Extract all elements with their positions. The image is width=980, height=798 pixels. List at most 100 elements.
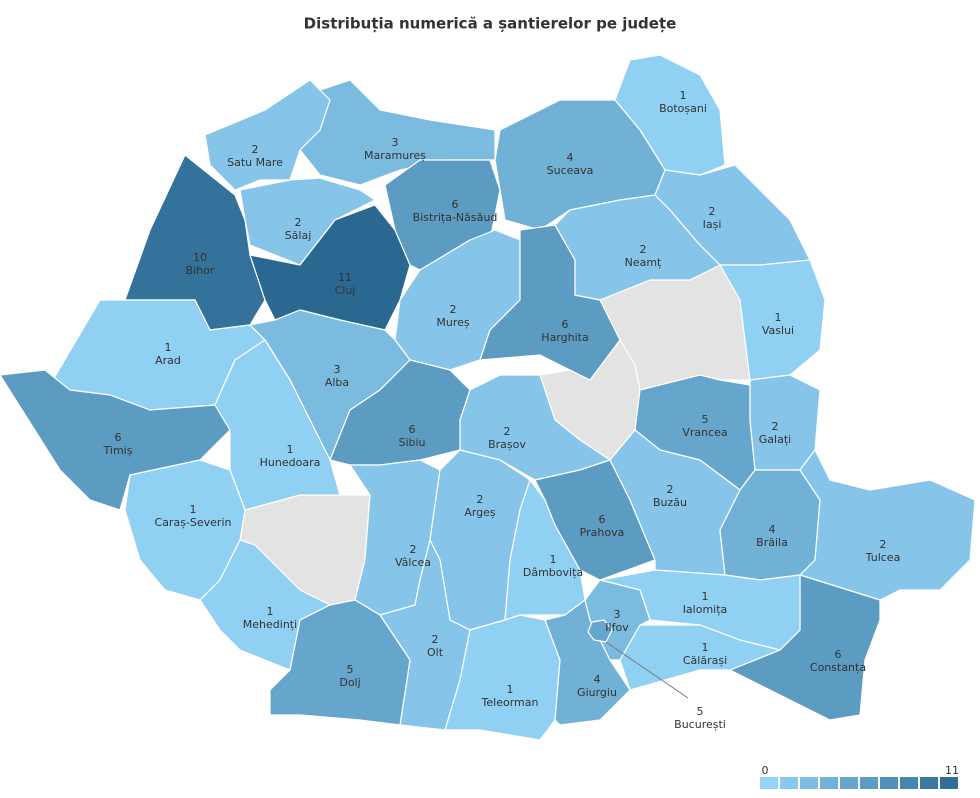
- county-value: 2: [410, 543, 417, 556]
- county-name: Ialomița: [683, 603, 728, 616]
- county: [544, 599, 631, 726]
- legend-swatch: [780, 777, 798, 789]
- legend-swatch: [880, 777, 898, 789]
- county-name: Botoșani: [659, 102, 707, 115]
- county-value: 10: [193, 251, 207, 264]
- legend-swatch: [800, 777, 818, 789]
- county-value: 1: [507, 683, 514, 696]
- county-name: Sălaj: [285, 229, 312, 242]
- county-name: Cluj: [335, 284, 356, 297]
- county-name: Tulcea: [865, 551, 901, 564]
- county-value: 1: [165, 341, 172, 354]
- county-value: 5: [347, 663, 354, 676]
- no-data-regions: [239, 264, 751, 606]
- county-value: 5: [702, 413, 709, 426]
- county-value: 5: [697, 705, 704, 718]
- county-value: 2: [252, 143, 259, 156]
- county-value: 2: [772, 420, 779, 433]
- leader-line: [605, 641, 689, 699]
- county: [269, 599, 411, 726]
- county-name: Giurgiu: [577, 686, 617, 699]
- county-name: Mureș: [436, 316, 470, 329]
- county: [199, 539, 331, 671]
- county-value: 6: [562, 318, 569, 331]
- legend-swatch: [760, 777, 778, 789]
- county-value: 1: [702, 641, 709, 654]
- county: [214, 339, 341, 511]
- county-name: Brăila: [756, 536, 788, 549]
- county-name: Brașov: [488, 438, 526, 451]
- county-value: 2: [504, 425, 511, 438]
- county-value: 2: [477, 493, 484, 506]
- map-title: Distribuția numerică a șantierelor pe ju…: [304, 15, 677, 33]
- county-value: 6: [835, 648, 842, 661]
- county-name: Ilfov: [605, 621, 629, 634]
- county-name: Suceava: [547, 164, 594, 177]
- county-value: 3: [614, 608, 621, 621]
- legend-swatch: [820, 777, 838, 789]
- legend-swatch: [900, 777, 918, 789]
- legend-swatch: [920, 777, 938, 789]
- county: [204, 79, 331, 191]
- legend-min-label: 0: [762, 764, 769, 777]
- county: [799, 449, 976, 601]
- county-name: Olt: [427, 646, 444, 659]
- legend-swatch: [860, 777, 878, 789]
- county-value: 6: [115, 431, 122, 444]
- county-name: Argeș: [464, 506, 496, 519]
- county-name: Bihor: [186, 264, 215, 277]
- county-value: 3: [392, 136, 399, 149]
- county-value: 1: [680, 89, 687, 102]
- county-value: 2: [880, 538, 887, 551]
- counties: [0, 54, 976, 741]
- county-name: Dâmbovița: [523, 566, 583, 579]
- county-name: Vâlcea: [395, 556, 431, 569]
- county-value: 1: [550, 553, 557, 566]
- county-name: Iași: [703, 218, 722, 231]
- county-name: Arad: [155, 354, 181, 367]
- county-name: Satu Mare: [227, 156, 283, 169]
- county: [619, 624, 781, 691]
- county-name: Maramureș: [364, 149, 426, 162]
- county-value: 6: [452, 198, 459, 211]
- county-value: 1: [267, 605, 274, 618]
- county: [749, 374, 821, 471]
- county-value: 2: [450, 303, 457, 316]
- county-name: Harghita: [541, 331, 588, 344]
- county-name: Galați: [759, 433, 791, 446]
- legend: 0 11: [760, 764, 959, 789]
- legend-max-label: 11: [945, 764, 959, 777]
- county-name: Bistrița-Năsăud: [413, 211, 498, 224]
- county-name: Vaslui: [762, 324, 794, 337]
- county-name: Sibiu: [398, 436, 425, 449]
- county-value: 4: [594, 673, 601, 686]
- county-value: 2: [709, 205, 716, 218]
- county-value: 1: [287, 443, 294, 456]
- county-value: 3: [334, 363, 341, 376]
- county-name: Vrancea: [682, 426, 727, 439]
- county-name: Alba: [325, 376, 349, 389]
- county-value: 4: [769, 523, 776, 536]
- county-value: 6: [599, 513, 606, 526]
- legend-swatch: [940, 777, 958, 789]
- county-name: Buzău: [653, 496, 687, 509]
- county-name: Constanța: [810, 661, 866, 674]
- county-name: Mehedinți: [243, 618, 297, 631]
- county-name: Timiș: [103, 444, 133, 457]
- county: [719, 259, 826, 381]
- county-value: 1: [702, 590, 709, 603]
- county-name: București: [674, 718, 726, 731]
- county-value: 1: [775, 311, 782, 324]
- county-value: 2: [640, 243, 647, 256]
- county-name: Hunedoara: [260, 456, 321, 469]
- county-value: 2: [432, 633, 439, 646]
- county-value: 11: [338, 271, 352, 284]
- county-name: Călărași: [683, 654, 727, 667]
- county-name: Caraș-Severin: [155, 516, 232, 529]
- county-name: Dolj: [339, 676, 360, 689]
- county-value: 6: [409, 423, 416, 436]
- legend-swatch: [840, 777, 858, 789]
- county-value: 1: [190, 503, 197, 516]
